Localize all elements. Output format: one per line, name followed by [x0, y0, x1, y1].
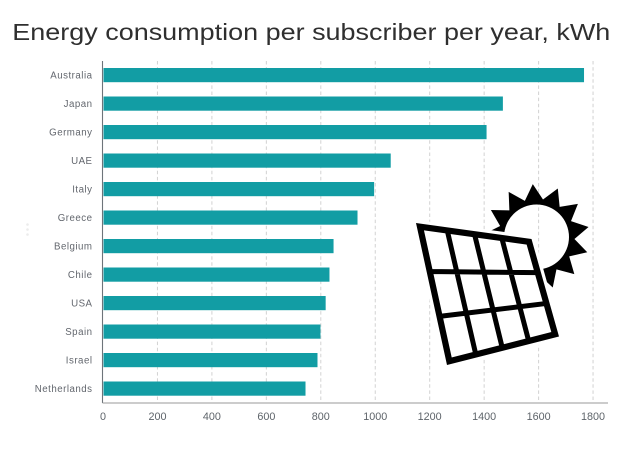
svg-text:Japan: Japan — [64, 99, 93, 110]
svg-text:1000: 1000 — [363, 411, 387, 423]
svg-text:Australia: Australia — [50, 71, 92, 82]
svg-text:1600: 1600 — [527, 411, 551, 423]
svg-text:Greece: Greece — [58, 213, 93, 224]
svg-text:USA: USA — [71, 299, 92, 310]
svg-text:Energy consumption per subscri: Energy consumption per subscriber per ye… — [12, 19, 610, 45]
svg-text:UAE: UAE — [71, 156, 92, 167]
svg-text:Spain: Spain — [65, 327, 92, 338]
svg-text:1400: 1400 — [472, 411, 496, 423]
svg-text:600: 600 — [257, 411, 275, 423]
svg-text:Germany: Germany — [49, 128, 92, 139]
svg-text:200: 200 — [148, 411, 166, 423]
svg-text:Netherlands: Netherlands — [35, 384, 93, 395]
svg-text:1800: 1800 — [581, 411, 605, 423]
svg-text:1200: 1200 — [418, 411, 442, 423]
svg-text:400: 400 — [203, 411, 221, 423]
svg-text:0: 0 — [100, 411, 106, 423]
svg-text:Chile: Chile — [68, 270, 93, 281]
svg-text:Italy: Italy — [72, 185, 92, 196]
svg-text:Israel: Israel — [66, 356, 93, 367]
svg-text:Belgium: Belgium — [54, 242, 93, 253]
svg-text:800: 800 — [312, 411, 330, 423]
